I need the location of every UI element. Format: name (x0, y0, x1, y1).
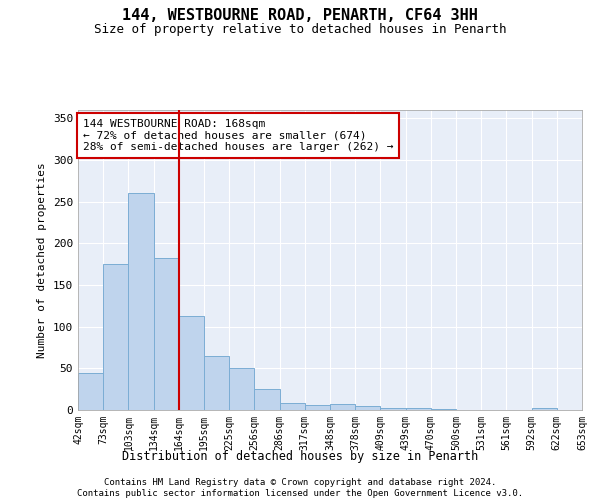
Bar (78, 374, 103, 410)
Bar (204, 356, 229, 410)
Bar (280, 404, 305, 410)
Bar (355, 406, 380, 410)
Bar (532, 408, 557, 410)
Text: Size of property relative to detached houses in Penarth: Size of property relative to detached ho… (94, 22, 506, 36)
Bar (254, 389, 280, 410)
Text: 144 WESTBOURNE ROAD: 168sqm
← 72% of detached houses are smaller (674)
28% of se: 144 WESTBOURNE ROAD: 168sqm ← 72% of det… (83, 119, 394, 152)
Bar (103, 264, 128, 410)
Bar (305, 405, 330, 410)
Bar (380, 408, 406, 410)
Bar (330, 404, 355, 410)
Bar (154, 258, 179, 410)
Bar (431, 409, 456, 410)
Bar (406, 408, 431, 410)
Y-axis label: Number of detached properties: Number of detached properties (37, 162, 47, 358)
Bar (179, 316, 204, 410)
Text: Contains HM Land Registry data © Crown copyright and database right 2024.
Contai: Contains HM Land Registry data © Crown c… (77, 478, 523, 498)
Bar (229, 368, 254, 410)
Text: 144, WESTBOURNE ROAD, PENARTH, CF64 3HH: 144, WESTBOURNE ROAD, PENARTH, CF64 3HH (122, 8, 478, 22)
Text: Distribution of detached houses by size in Penarth: Distribution of detached houses by size … (122, 450, 478, 463)
Bar (128, 194, 154, 410)
